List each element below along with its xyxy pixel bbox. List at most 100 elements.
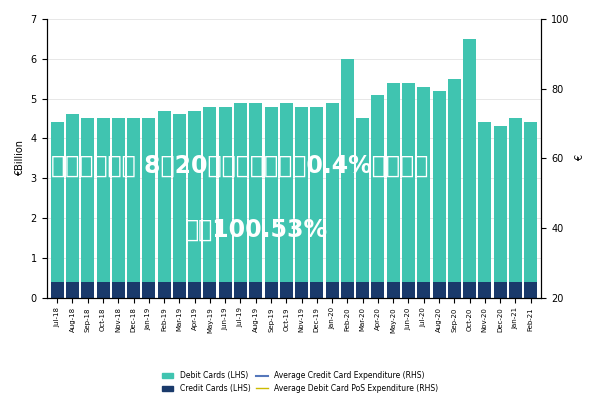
Average Debit Card PoS Expenditure (RHS)	[237, 358, 244, 362]
Bar	[188, 282, 201, 298]
Bar	[356, 118, 369, 282]
Y-axis label: €: €	[575, 155, 585, 161]
Average Credit Card Expenditure (RHS)	[206, 347, 214, 352]
Average Credit Card Expenditure (RHS)	[191, 348, 198, 352]
Bar	[112, 118, 125, 282]
Bar	[203, 106, 217, 282]
Bar	[97, 282, 110, 298]
Average Credit Card Expenditure (RHS)	[344, 346, 351, 351]
Bar	[402, 83, 415, 282]
Bar	[219, 106, 232, 282]
Average Debit Card PoS Expenditure (RHS)	[206, 358, 214, 362]
Average Debit Card PoS Expenditure (RHS)	[53, 358, 61, 362]
Average Credit Card Expenditure (RHS)	[161, 348, 168, 352]
Average Credit Card Expenditure (RHS)	[374, 349, 382, 354]
Bar	[66, 114, 79, 282]
Average Credit Card Expenditure (RHS)	[527, 350, 534, 354]
Bar	[158, 282, 170, 298]
Average Credit Card Expenditure (RHS)	[481, 349, 488, 354]
Bar	[97, 118, 110, 282]
Bar	[371, 95, 385, 282]
Average Debit Card PoS Expenditure (RHS)	[405, 358, 412, 362]
Bar	[265, 282, 278, 298]
Bar	[280, 102, 293, 282]
Average Debit Card PoS Expenditure (RHS)	[329, 358, 336, 362]
Average Credit Card Expenditure (RHS)	[451, 348, 458, 353]
Average Debit Card PoS Expenditure (RHS)	[84, 358, 91, 362]
Bar	[265, 106, 278, 282]
Bar	[463, 282, 476, 298]
Bar	[478, 282, 491, 298]
Bar	[310, 282, 323, 298]
Average Credit Card Expenditure (RHS)	[69, 346, 76, 351]
Average Debit Card PoS Expenditure (RHS)	[298, 358, 305, 362]
Bar	[509, 118, 522, 282]
Bar	[478, 122, 491, 282]
Average Credit Card Expenditure (RHS)	[100, 347, 107, 352]
Bar	[448, 79, 461, 282]
Average Debit Card PoS Expenditure (RHS)	[527, 358, 534, 362]
Average Credit Card Expenditure (RHS)	[420, 349, 427, 354]
Line: Average Credit Card Expenditure (RHS): Average Credit Card Expenditure (RHS)	[57, 348, 530, 352]
Bar	[81, 118, 94, 282]
Average Debit Card PoS Expenditure (RHS)	[252, 358, 259, 362]
Average Credit Card Expenditure (RHS)	[329, 348, 336, 353]
Bar	[494, 126, 506, 282]
Average Debit Card PoS Expenditure (RHS)	[145, 358, 152, 362]
Bar	[402, 282, 415, 298]
Bar	[66, 282, 79, 298]
Bar	[173, 282, 186, 298]
Average Debit Card PoS Expenditure (RHS)	[497, 358, 504, 362]
Average Debit Card PoS Expenditure (RHS)	[344, 358, 351, 362]
Legend: Debit Cards (LHS), Credit Cards (LHS), Average Credit Card Expenditure (RHS), Av: Debit Cards (LHS), Credit Cards (LHS), A…	[159, 368, 441, 396]
Average Credit Card Expenditure (RHS)	[466, 349, 473, 354]
Bar	[356, 282, 369, 298]
Bar	[417, 282, 430, 298]
Bar	[203, 282, 217, 298]
Bar	[387, 83, 400, 282]
Bar	[173, 114, 186, 282]
Average Credit Card Expenditure (RHS)	[512, 350, 519, 354]
Average Credit Card Expenditure (RHS)	[237, 348, 244, 352]
Bar	[509, 282, 522, 298]
Bar	[81, 282, 94, 298]
Bar	[326, 282, 338, 298]
Bar	[341, 282, 354, 298]
Bar	[524, 282, 537, 298]
Bar	[142, 118, 155, 282]
Average Credit Card Expenditure (RHS)	[389, 350, 397, 354]
Average Credit Card Expenditure (RHS)	[497, 350, 504, 354]
Average Credit Card Expenditure (RHS)	[252, 348, 259, 352]
Y-axis label: €Billion: €Billion	[15, 140, 25, 176]
Bar	[295, 282, 308, 298]
Average Debit Card PoS Expenditure (RHS)	[130, 358, 137, 362]
Average Credit Card Expenditure (RHS)	[268, 348, 275, 353]
Text: 浙江股票配资 8月20日华特转债下跌0.4%，转股溢: 浙江股票配资 8月20日华特转债下跌0.4%，转股溢	[52, 154, 429, 178]
Bar	[219, 282, 232, 298]
Average Credit Card Expenditure (RHS)	[298, 348, 305, 353]
Bar	[142, 282, 155, 298]
Average Debit Card PoS Expenditure (RHS)	[512, 358, 519, 362]
Average Debit Card PoS Expenditure (RHS)	[420, 358, 427, 362]
Bar	[249, 102, 262, 282]
Average Credit Card Expenditure (RHS)	[313, 346, 320, 351]
Bar	[433, 91, 446, 282]
Average Debit Card PoS Expenditure (RHS)	[481, 358, 488, 362]
Bar	[494, 282, 506, 298]
Average Debit Card PoS Expenditure (RHS)	[359, 358, 366, 362]
Average Debit Card PoS Expenditure (RHS)	[313, 358, 320, 362]
Bar	[371, 282, 385, 298]
Average Credit Card Expenditure (RHS)	[359, 348, 366, 353]
Average Debit Card PoS Expenditure (RHS)	[436, 358, 443, 362]
Average Credit Card Expenditure (RHS)	[436, 349, 443, 354]
Average Debit Card PoS Expenditure (RHS)	[69, 358, 76, 362]
Text: 价率100.53%: 价率100.53%	[185, 218, 328, 242]
Bar	[234, 282, 247, 298]
Average Debit Card PoS Expenditure (RHS)	[268, 358, 275, 362]
Average Credit Card Expenditure (RHS)	[130, 345, 137, 350]
Bar	[234, 102, 247, 282]
Bar	[417, 87, 430, 282]
Bar	[158, 110, 170, 282]
Bar	[341, 59, 354, 282]
Bar	[448, 282, 461, 298]
